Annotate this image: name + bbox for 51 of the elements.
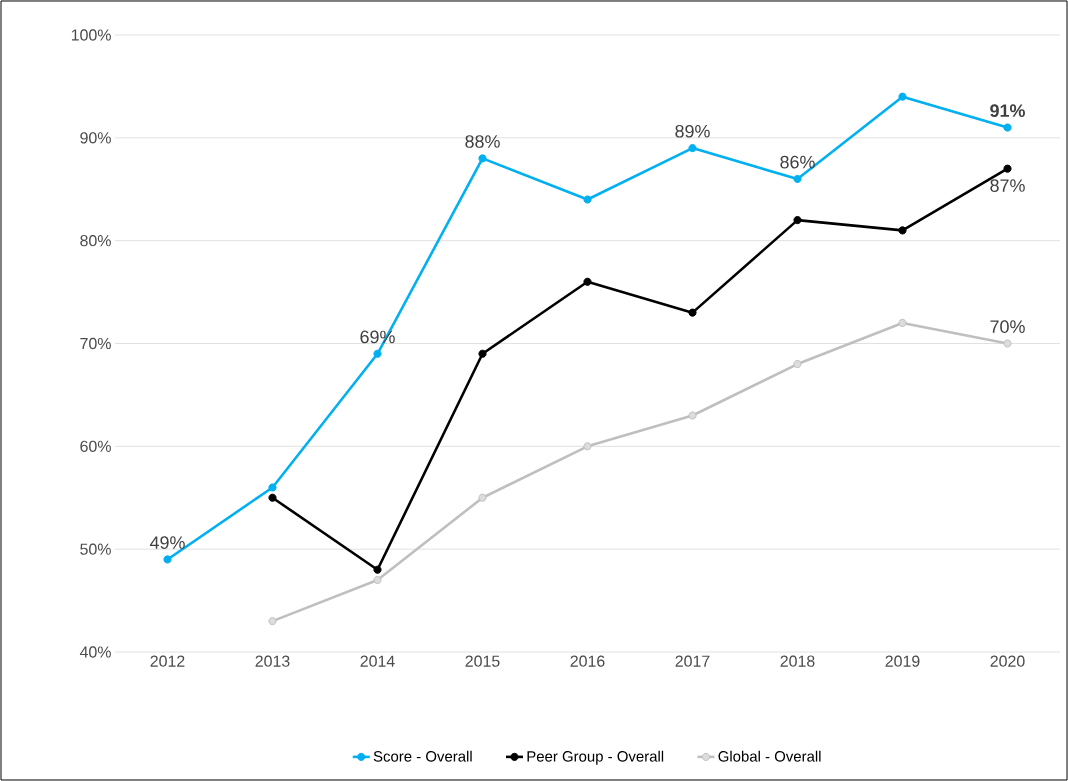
point xyxy=(1003,164,1012,173)
point xyxy=(688,144,697,153)
point xyxy=(898,92,907,101)
point xyxy=(373,565,382,574)
x-tick-label: 2012 xyxy=(150,655,185,667)
point xyxy=(688,308,697,317)
x-tick-label: 2017 xyxy=(675,655,710,667)
point xyxy=(793,174,802,184)
point xyxy=(478,493,487,502)
point xyxy=(793,216,802,225)
data-label: 49% xyxy=(149,536,185,549)
point xyxy=(268,483,277,492)
data-label: 88% xyxy=(465,135,500,148)
x-tick-label: 2013 xyxy=(255,655,290,667)
point xyxy=(583,195,592,204)
point xyxy=(268,617,277,626)
point xyxy=(1003,339,1012,348)
data-label: 86% xyxy=(780,155,815,169)
data-label: 91% xyxy=(990,104,1025,118)
legend-label: Score - Overall xyxy=(373,750,472,762)
point xyxy=(583,442,592,451)
y-tick-label: 100% xyxy=(71,29,111,41)
point xyxy=(583,277,592,286)
data-label: 89% xyxy=(675,124,710,138)
x-tick-label: 2018 xyxy=(780,655,815,667)
x-tick-label: 2014 xyxy=(360,655,395,667)
y-tick-label: 50% xyxy=(80,543,111,555)
point xyxy=(163,555,172,564)
y-tick-label: 70% xyxy=(80,337,111,350)
y-tick-label: 80% xyxy=(80,235,111,247)
point xyxy=(478,154,487,163)
x-tick-label: 2019 xyxy=(885,655,920,667)
x-tick-label: 2016 xyxy=(570,655,605,667)
point xyxy=(478,349,487,358)
point xyxy=(373,349,382,358)
y-tick-label: 90% xyxy=(80,132,111,144)
x-tick-label: 2020 xyxy=(990,655,1025,667)
data-label: 87% xyxy=(990,179,1025,192)
data-label: 70% xyxy=(990,320,1025,333)
y-tick-label: 40% xyxy=(79,646,111,658)
point xyxy=(688,411,697,420)
point xyxy=(373,575,382,585)
y-tick-label: 60% xyxy=(80,440,111,452)
x-tick-label: 2015 xyxy=(465,655,500,667)
legend-label: Global - Overall xyxy=(718,750,821,762)
point xyxy=(793,359,802,369)
point xyxy=(268,493,277,502)
point xyxy=(1003,123,1012,132)
point xyxy=(898,318,907,328)
point xyxy=(898,226,907,235)
legend-label: Peer Group - Overall xyxy=(527,750,664,765)
